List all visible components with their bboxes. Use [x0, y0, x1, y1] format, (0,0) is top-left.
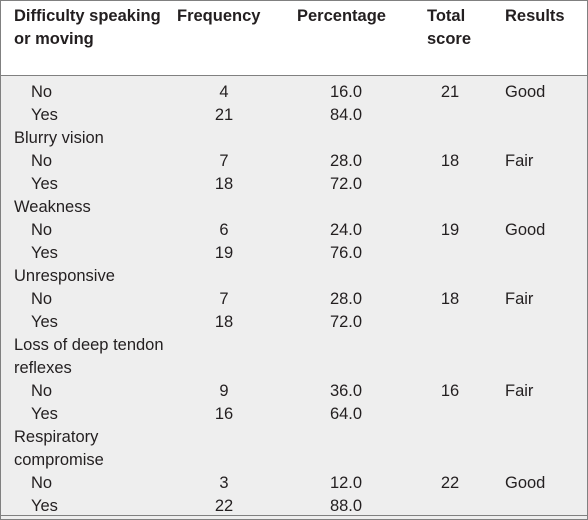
frequency-cell: 18	[214, 313, 234, 331]
header-frequency: Frequency	[177, 7, 261, 25]
result-cell: Fair	[505, 382, 534, 400]
answer-cell: Yes	[31, 106, 58, 124]
answer-cell: Yes	[31, 405, 58, 423]
table-row: No 9 36.0 16 Fair	[1, 380, 587, 403]
frequency-cell: 18	[214, 175, 234, 193]
percentage-cell: 16.0	[329, 83, 363, 101]
group-label: Respiratory compromise	[14, 428, 104, 469]
result-cell: Fair	[505, 290, 534, 308]
total-score-cell: 18	[440, 152, 460, 170]
total-score-cell: 18	[440, 290, 460, 308]
table-row: No 3 12.0 22 Good	[1, 472, 587, 495]
frequency-cell: 22	[214, 497, 234, 515]
result-cell: Fair	[505, 152, 534, 170]
percentage-cell: 24.0	[329, 221, 363, 239]
frequency-cell: 9	[219, 382, 229, 400]
group-label: Blurry vision	[14, 129, 104, 147]
result-cell: Good	[505, 474, 546, 492]
frequency-cell: 19	[214, 244, 234, 262]
percentage-cell: 28.0	[329, 152, 363, 170]
header-percentage: Percentage	[297, 7, 386, 25]
percentage-cell: 84.0	[329, 106, 363, 124]
percentage-cell: 72.0	[329, 175, 363, 193]
frequency-cell: 3	[219, 474, 229, 492]
group-label: Unresponsive	[14, 267, 115, 285]
result-cell: Good	[505, 83, 546, 101]
answer-cell: No	[31, 83, 53, 101]
answer-cell: No	[31, 152, 53, 170]
frequency-cell: 16	[214, 405, 234, 423]
frequency-cell: 4	[219, 83, 229, 101]
table-row: No 6 24.0 19 Good	[1, 219, 587, 242]
answer-cell: No	[31, 474, 53, 492]
percentage-cell: 28.0	[329, 290, 363, 308]
total-score-cell: 16	[440, 382, 460, 400]
answer-cell: Yes	[31, 313, 58, 331]
answer-cell: No	[31, 221, 53, 239]
table-row: Yes 22 88.0	[1, 495, 587, 515]
table-row: Yes 16 64.0	[1, 403, 587, 426]
group-label: Loss of deep tendon reflexes	[14, 336, 164, 377]
table-row: No 7 28.0 18 Fair	[1, 150, 587, 173]
table-row: Yes 19 76.0	[1, 242, 587, 265]
table-row: No 7 28.0 18 Fair	[1, 288, 587, 311]
result-cell: Good	[505, 221, 546, 239]
answer-cell: No	[31, 290, 53, 308]
answer-cell: No	[31, 382, 53, 400]
percentage-cell: 76.0	[329, 244, 363, 262]
total-score-cell: 22	[440, 474, 460, 492]
header-total-score: Total score	[427, 7, 472, 48]
answer-cell: Yes	[31, 497, 58, 515]
answer-cell: Yes	[31, 175, 58, 193]
percentage-cell: 88.0	[329, 497, 363, 515]
frequency-cell: 7	[219, 290, 229, 308]
total-score-cell: 19	[440, 221, 460, 239]
total-score-cell: 21	[440, 83, 460, 101]
frequency-cell: 7	[219, 152, 229, 170]
percentage-cell: 12.0	[329, 474, 363, 492]
table-row: Yes 18 72.0	[1, 311, 587, 334]
header-results: Results	[505, 7, 565, 25]
table-row: No 4 16.0 21 Good	[1, 81, 587, 104]
header-difficulty: Difficulty speaking or moving	[14, 7, 161, 48]
table-header: Difficulty speaking or moving Frequency …	[1, 1, 587, 76]
percentage-cell: 64.0	[329, 405, 363, 423]
frequency-cell: 6	[219, 221, 229, 239]
group-label: Weakness	[14, 198, 91, 216]
percentage-cell: 72.0	[329, 313, 363, 331]
percentage-cell: 36.0	[329, 382, 363, 400]
table-row: Yes 18 72.0	[1, 173, 587, 196]
table-row: Yes 21 84.0	[1, 104, 587, 127]
answer-cell: Yes	[31, 244, 58, 262]
bottom-rule	[1, 515, 587, 516]
frequency-cell: 21	[214, 106, 234, 124]
